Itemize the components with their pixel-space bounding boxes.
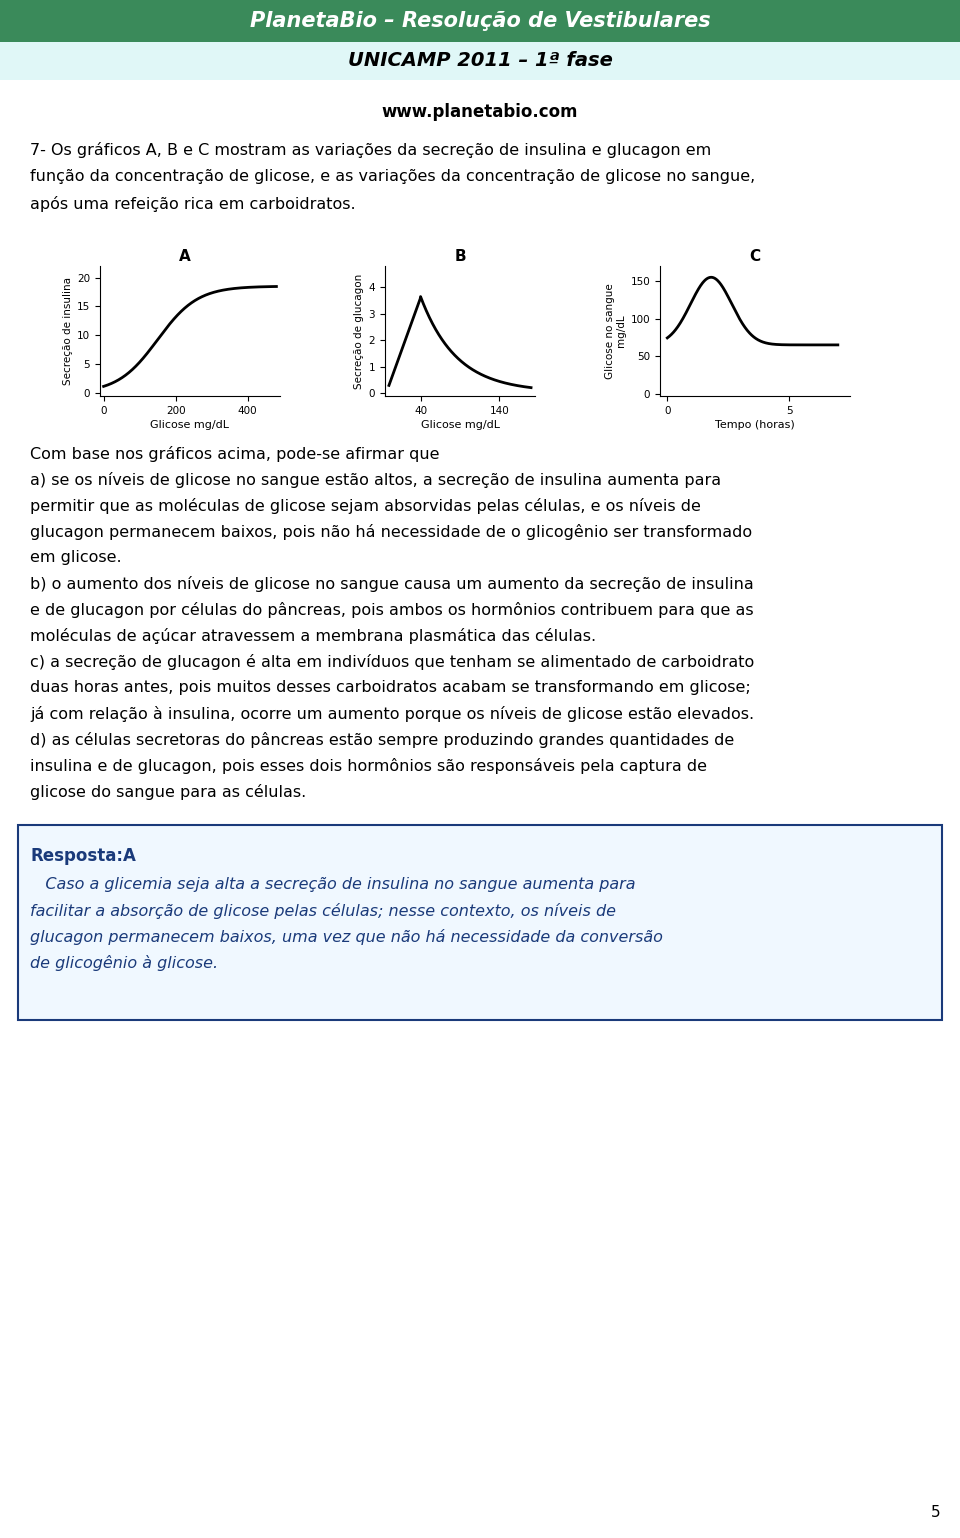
Text: b) o aumento dos níveis de glicose no sangue causa um aumento da secreção de ins: b) o aumento dos níveis de glicose no sa… xyxy=(30,577,754,592)
Text: d) as células secretoras do pâncreas estão sempre produzindo grandes quantidades: d) as células secretoras do pâncreas est… xyxy=(30,732,734,747)
Text: glicose do sangue para as células.: glicose do sangue para as células. xyxy=(30,784,306,800)
Text: insulina e de glucagon, pois esses dois hormônios são responsáveis pela captura : insulina e de glucagon, pois esses dois … xyxy=(30,758,707,774)
Text: Caso a glicemia seja alta a secreção de insulina no sangue aumenta para: Caso a glicemia seja alta a secreção de … xyxy=(30,877,636,892)
Text: de glicogênio à glicose.: de glicogênio à glicose. xyxy=(30,955,218,970)
FancyBboxPatch shape xyxy=(0,42,960,80)
Text: permitir que as moléculas de glicose sejam absorvidas pelas células, e os níveis: permitir que as moléculas de glicose sej… xyxy=(30,498,701,514)
Text: c) a secreção de glucagon é alta em indivíduos que tenham se alimentado de carbo: c) a secreção de glucagon é alta em indi… xyxy=(30,654,755,671)
Text: Com base nos gráficos acima, pode-se afirmar que: Com base nos gráficos acima, pode-se afi… xyxy=(30,446,440,461)
Y-axis label: Secreção de insulina: Secreção de insulina xyxy=(62,277,73,384)
FancyBboxPatch shape xyxy=(18,824,942,1020)
Text: já com relação à insulina, ocorre um aumento porque os níveis de glicose estão e: já com relação à insulina, ocorre um aum… xyxy=(30,706,755,721)
Text: UNICAMP 2011 – 1ª fase: UNICAMP 2011 – 1ª fase xyxy=(348,51,612,71)
Text: A: A xyxy=(180,249,191,265)
Text: a) se os níveis de glicose no sangue estão altos, a secreção de insulina aumenta: a) se os níveis de glicose no sangue est… xyxy=(30,472,721,488)
Text: glucagon permanecem baixos, pois não há necessidade de o glicogênio ser transfor: glucagon permanecem baixos, pois não há … xyxy=(30,524,752,540)
Text: www.planetabio.com: www.planetabio.com xyxy=(382,103,578,122)
Text: C: C xyxy=(750,249,760,265)
Text: duas horas antes, pois muitos desses carboidratos acabam se transformando em gli: duas horas antes, pois muitos desses car… xyxy=(30,680,751,695)
Text: B: B xyxy=(454,249,466,265)
Text: glucagon permanecem baixos, uma vez que não há necessidade da conversão: glucagon permanecem baixos, uma vez que … xyxy=(30,929,662,944)
Text: função da concentração de glicose, e as variações da concentração de glicose no : função da concentração de glicose, e as … xyxy=(30,169,756,185)
X-axis label: Tempo (horas): Tempo (horas) xyxy=(715,420,795,431)
X-axis label: Glicose mg/dL: Glicose mg/dL xyxy=(420,420,499,431)
Text: em glicose.: em glicose. xyxy=(30,551,122,564)
Text: 5: 5 xyxy=(930,1506,940,1520)
Y-axis label: Secreção de glucagon: Secreção de glucagon xyxy=(354,274,365,389)
Text: e de glucagon por células do pâncreas, pois ambos os hormônios contribuem para q: e de glucagon por células do pâncreas, p… xyxy=(30,601,754,618)
FancyBboxPatch shape xyxy=(0,0,960,42)
Text: após uma refeição rica em carboidratos.: após uma refeição rica em carboidratos. xyxy=(30,195,355,212)
Text: Resposta:A: Resposta:A xyxy=(30,847,136,864)
Text: PlanetaBio – Resolução de Vestibulares: PlanetaBio – Resolução de Vestibulares xyxy=(250,11,710,31)
X-axis label: Glicose mg/dL: Glicose mg/dL xyxy=(151,420,229,431)
Y-axis label: Glicose no sangue
mg/dL: Glicose no sangue mg/dL xyxy=(605,283,626,378)
Text: 7- Os gráficos A, B e C mostram as variações da secreção de insulina e glucagon : 7- Os gráficos A, B e C mostram as varia… xyxy=(30,141,711,158)
Text: facilitar a absorção de glicose pelas células; nesse contexto, os níveis de: facilitar a absorção de glicose pelas cé… xyxy=(30,903,616,920)
Text: moléculas de açúcar atravessem a membrana plasmática das células.: moléculas de açúcar atravessem a membran… xyxy=(30,628,596,644)
